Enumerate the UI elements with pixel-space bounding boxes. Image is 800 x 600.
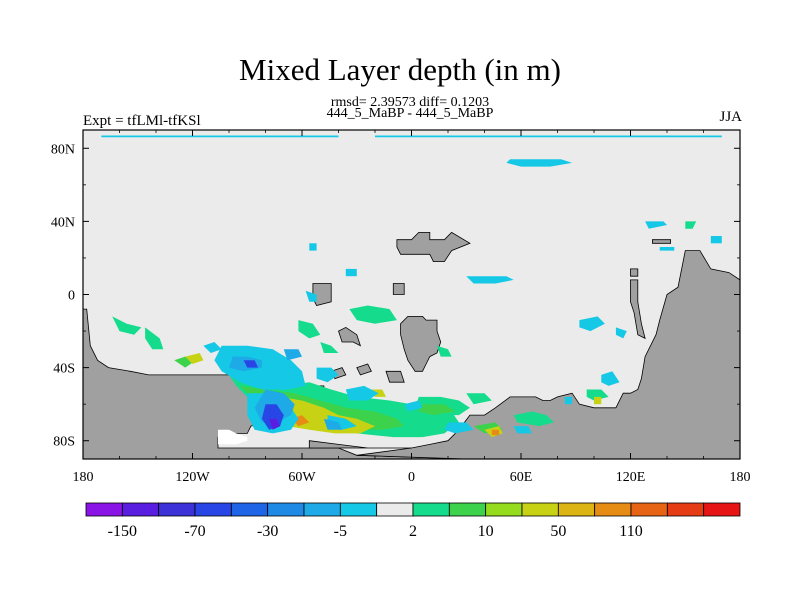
colorbar-box-16 xyxy=(666,502,705,517)
colorbar-box-13 xyxy=(557,502,596,517)
colorbar-label-6: 50 xyxy=(550,523,566,540)
contour-region-24 xyxy=(685,221,697,229)
colorbar-label-5: 10 xyxy=(478,523,494,540)
colorbar-box-6 xyxy=(303,502,341,517)
contour-region-22 xyxy=(513,411,554,427)
land-mask-13 xyxy=(392,283,405,295)
contour-region-43 xyxy=(645,221,667,229)
land-mask-6 xyxy=(338,326,362,347)
colorbar-label-2: -30 xyxy=(257,523,278,540)
contour-region-69 xyxy=(269,418,281,430)
land-mask-2 xyxy=(308,440,412,449)
y-tick-label-0: 80N xyxy=(51,142,75,157)
axis-ticks: 180 120W 60W 0 60E 120E 180 80N 40N 0 40S 80S xyxy=(51,130,751,485)
contour-region-16 xyxy=(112,316,142,335)
chart-subtitle-cases: 444_5_MaBP - 444_5_MaBP xyxy=(326,106,494,121)
contour-region-15 xyxy=(218,429,248,445)
contour-region-18 xyxy=(298,320,321,339)
colorbar-box-2 xyxy=(158,502,196,517)
contour-region-17 xyxy=(145,327,164,350)
land-mask-9 xyxy=(356,363,372,376)
contour-region-53 xyxy=(316,367,339,383)
x-tick-label-2: 60W xyxy=(288,470,316,485)
contour-region-64 xyxy=(229,356,262,372)
chart-subtitle-stats: rmsd= 2.39573 diff= 0.1203 xyxy=(330,95,490,110)
contour-region-42 xyxy=(506,159,573,167)
land-mask-1 xyxy=(356,250,740,459)
colorbar-box-1 xyxy=(121,502,160,517)
contour-region-45 xyxy=(710,236,722,244)
land-mask-14 xyxy=(630,268,639,277)
colorbar-box-9 xyxy=(412,502,450,517)
colorbar-box-14 xyxy=(594,502,632,517)
colorbar-label-4: 2 xyxy=(409,523,417,540)
contour-region-25 xyxy=(320,342,339,353)
land-mask-11 xyxy=(630,279,646,340)
colorbar-box-8 xyxy=(376,502,414,517)
contour-region-19 xyxy=(349,305,397,324)
contour-region-39 xyxy=(491,429,500,436)
colorbar-box-5 xyxy=(267,502,305,517)
x-tick-label-3: 0 xyxy=(408,470,415,485)
contour-region-40 xyxy=(101,135,339,138)
experiment-label: Expt = tfLMl-tfKSl xyxy=(83,113,201,129)
contour-region-60 xyxy=(564,396,573,405)
x-tick-label-6: 180 xyxy=(730,470,751,485)
colorbar-box-4 xyxy=(230,502,269,517)
colorbar-label-1: -70 xyxy=(184,523,205,540)
contour-region-46 xyxy=(309,243,317,251)
contour-region-59 xyxy=(601,371,620,386)
contour-region-57 xyxy=(444,422,474,434)
chart-title: Mixed Layer depth (in m) xyxy=(239,52,561,87)
contour-region-27 xyxy=(466,393,492,405)
contour-region-65 xyxy=(323,418,343,430)
colorbar-label-0: -150 xyxy=(108,523,137,540)
colorbar-box-17 xyxy=(703,502,741,517)
colorbar: -150 -70 -30 -5 2 10 50 110 xyxy=(85,502,741,540)
land-mask-12 xyxy=(652,239,671,244)
contour-region-51 xyxy=(615,327,627,339)
contour-region-44 xyxy=(659,247,675,251)
colorbar-box-7 xyxy=(339,502,378,517)
colorbar-label-3: -5 xyxy=(334,523,347,540)
land-mask-4 xyxy=(400,315,442,372)
contour-region-47 xyxy=(345,268,357,277)
contour-regions xyxy=(83,135,740,459)
season-label: JJA xyxy=(719,109,742,125)
y-tick-label-1: 40N xyxy=(51,215,75,230)
y-tick-label-4: 80S xyxy=(53,435,75,450)
land-mask-3 xyxy=(396,231,471,263)
x-tick-label-4: 60E xyxy=(510,470,533,485)
x-tick-label-0: 180 xyxy=(73,470,94,485)
y-tick-label-3: 40S xyxy=(53,362,75,377)
contour-region-48 xyxy=(305,290,317,302)
contour-region-62 xyxy=(203,342,222,353)
colorbar-box-0 xyxy=(85,502,123,517)
contour-region-66 xyxy=(283,349,302,361)
colorbar-box-15 xyxy=(630,502,668,517)
contour-region-26 xyxy=(437,345,452,357)
contour-region-34 xyxy=(185,353,204,364)
contour-region-23 xyxy=(586,389,609,401)
colorbar-label-7: 110 xyxy=(619,523,642,540)
colorbar-box-3 xyxy=(194,502,232,517)
contour-region-55 xyxy=(345,385,379,401)
x-tick-label-1: 120W xyxy=(175,470,210,485)
contour-region-49 xyxy=(466,276,514,284)
colorbar-box-11 xyxy=(485,502,523,517)
contour-region-58 xyxy=(513,426,532,434)
contour-region-37 xyxy=(594,396,602,405)
contour-region-50 xyxy=(579,316,605,332)
colorbar-box-12 xyxy=(521,502,559,517)
contour-region-41 xyxy=(375,135,722,138)
contour-region-68 xyxy=(243,360,259,368)
land-mask-7 xyxy=(385,370,405,383)
contour-region-61 xyxy=(404,400,423,412)
colorbar-box-10 xyxy=(448,502,487,517)
x-tick-label-5: 120E xyxy=(616,470,646,485)
y-tick-label-2: 0 xyxy=(68,289,75,304)
contour-region-29 xyxy=(418,404,456,416)
